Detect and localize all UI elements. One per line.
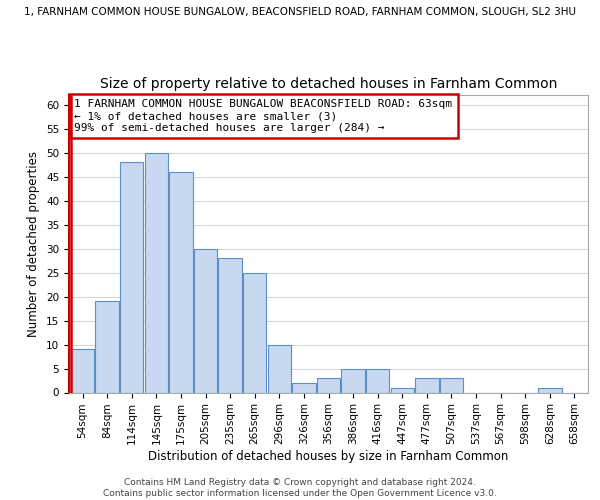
Bar bbox=[538, 388, 562, 392]
X-axis label: Distribution of detached houses by size in Farnham Common: Distribution of detached houses by size … bbox=[148, 450, 509, 463]
Y-axis label: Number of detached properties: Number of detached properties bbox=[28, 151, 40, 337]
Text: 1 FARNHAM COMMON HOUSE BUNGALOW BEACONSFIELD ROAD: 63sqm
← 1% of detached houses: 1 FARNHAM COMMON HOUSE BUNGALOW BEACONSF… bbox=[74, 100, 452, 132]
Bar bbox=[243, 272, 266, 392]
Bar bbox=[71, 350, 94, 393]
Bar bbox=[194, 248, 217, 392]
Title: Size of property relative to detached houses in Farnham Common: Size of property relative to detached ho… bbox=[100, 77, 557, 91]
Text: Contains HM Land Registry data © Crown copyright and database right 2024.
Contai: Contains HM Land Registry data © Crown c… bbox=[103, 478, 497, 498]
Bar bbox=[366, 368, 389, 392]
Bar bbox=[415, 378, 439, 392]
Bar bbox=[292, 383, 316, 392]
Bar bbox=[268, 344, 291, 393]
Bar bbox=[317, 378, 340, 392]
Bar bbox=[218, 258, 242, 392]
Bar bbox=[120, 162, 143, 392]
Text: 1, FARNHAM COMMON HOUSE BUNGALOW, BEACONSFIELD ROAD, FARNHAM COMMON, SLOUGH, SL2: 1, FARNHAM COMMON HOUSE BUNGALOW, BEACON… bbox=[24, 8, 576, 18]
Bar bbox=[440, 378, 463, 392]
Bar bbox=[95, 302, 119, 392]
Bar bbox=[341, 368, 365, 392]
Bar bbox=[391, 388, 414, 392]
Bar bbox=[145, 152, 168, 392]
Bar bbox=[169, 172, 193, 392]
